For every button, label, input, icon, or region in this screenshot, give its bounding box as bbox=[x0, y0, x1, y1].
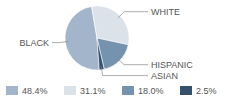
legend-label: 31.1% bbox=[80, 86, 106, 96]
legend-label: 48.4% bbox=[22, 86, 48, 96]
slice-label: WHITE bbox=[151, 7, 180, 17]
legend-label: 18.0% bbox=[138, 86, 164, 96]
leader-line bbox=[101, 67, 148, 76]
slice-label: ASIAN bbox=[151, 71, 178, 81]
pie-slice bbox=[97, 38, 104, 70]
legend-swatch bbox=[122, 86, 134, 95]
slice-label: HISPANIC bbox=[151, 60, 193, 70]
legend-swatch bbox=[180, 86, 192, 95]
chart: BLACK WHITE HISPANICASIAN 48.4% 31.1% 18.0% 2.… bbox=[0, 0, 240, 100]
legend: 48.4% 31.1% 18.0% 2.5% bbox=[6, 86, 217, 96]
leader-line bbox=[118, 58, 148, 64]
legend-swatch bbox=[64, 86, 76, 95]
leader-line bbox=[118, 12, 148, 18]
slice-label: BLACK bbox=[19, 38, 49, 48]
legend-label: 2.5% bbox=[196, 86, 217, 96]
leader-line bbox=[52, 42, 68, 43]
legend-swatch bbox=[6, 86, 18, 95]
slice-labels: BLACK WHITE HISPANICASIAN bbox=[19, 7, 193, 81]
